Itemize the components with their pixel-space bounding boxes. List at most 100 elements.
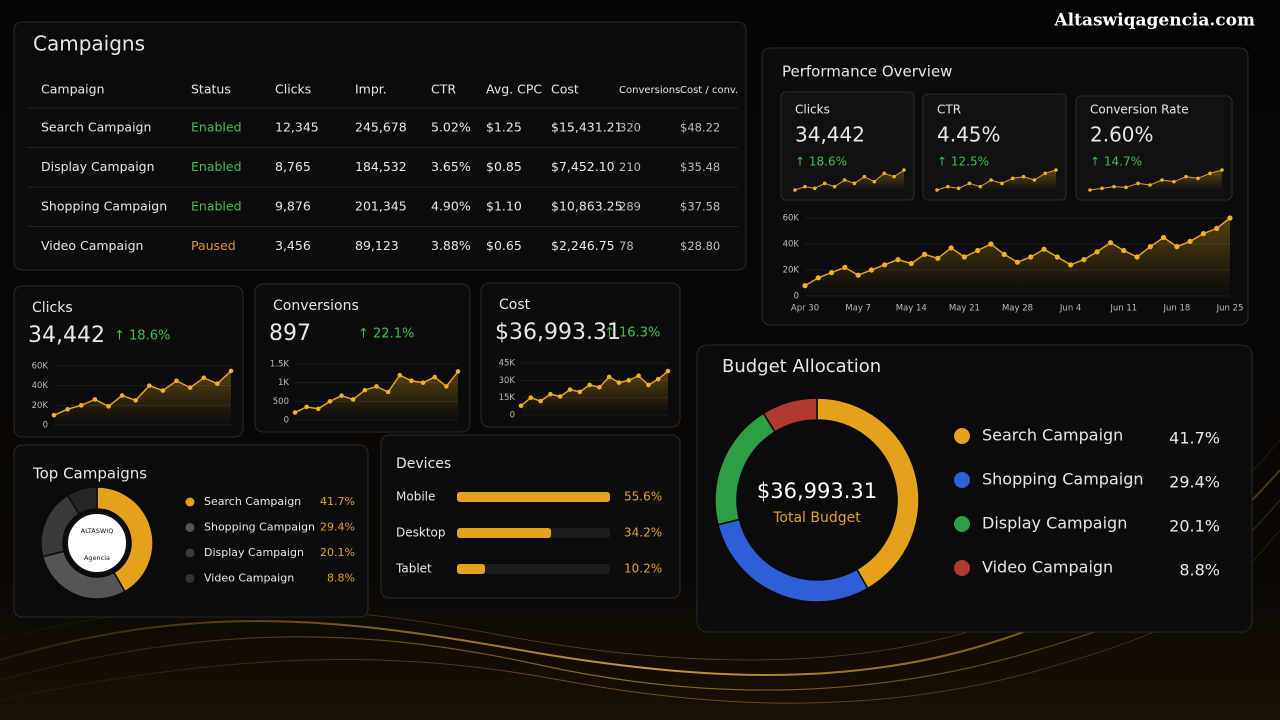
bar-value: 10.2%: [624, 562, 662, 576]
donut-slice: [96, 486, 154, 593]
legend-swatch: [954, 472, 970, 488]
y-tick-label: 20K: [783, 266, 800, 276]
table-cell: $28.80: [680, 239, 720, 253]
kpi-label: Clicks: [795, 103, 830, 117]
point: [51, 412, 57, 418]
point: [577, 389, 583, 395]
table-cell: Paused: [191, 238, 236, 253]
line-area: [521, 371, 668, 415]
point: [606, 374, 612, 380]
point: [975, 247, 981, 254]
legend-label: Search Campaign: [204, 495, 301, 508]
kpi-value: 34,442: [795, 123, 865, 147]
table-cell: 184,532: [355, 159, 407, 174]
table-cell: Shopping Campaign: [41, 199, 167, 214]
column-header: Clicks: [275, 82, 311, 97]
legend-value: 29.4%: [1169, 473, 1220, 492]
line-area: [1090, 170, 1222, 190]
y-tick-label: 0: [794, 292, 799, 302]
point: [362, 387, 368, 393]
line: [936, 169, 1057, 191]
device-label: Desktop: [396, 526, 446, 540]
point: [201, 375, 207, 381]
panel-title: Devices: [396, 456, 451, 472]
point: [616, 380, 622, 385]
point: [455, 369, 461, 374]
point: [852, 181, 857, 186]
table-cell: $0.85: [486, 159, 522, 174]
point: [215, 381, 220, 387]
point: [655, 376, 661, 382]
table-cell: 289: [619, 200, 641, 214]
x-tick-label: May 28: [1002, 304, 1033, 314]
point: [1054, 168, 1058, 172]
table-cell: $1.25: [486, 120, 522, 135]
legend-swatch: [954, 516, 970, 532]
point: [842, 264, 848, 270]
table-cell: 89,123: [355, 238, 399, 253]
x-tick-label: Jun 11: [1109, 304, 1137, 314]
point: [444, 384, 449, 389]
point: [292, 410, 298, 415]
point: [518, 403, 524, 409]
point: [65, 406, 70, 412]
point: [1174, 244, 1180, 250]
point: [1054, 254, 1060, 260]
point: [147, 383, 152, 388]
point: [92, 397, 98, 402]
table-cell: 8,765: [275, 159, 311, 174]
point: [882, 262, 888, 268]
table-cell: 3.88%: [431, 238, 471, 253]
point: [895, 257, 901, 263]
kpi-change: ↑ 16.3%: [604, 326, 660, 341]
line-area: [805, 218, 1230, 296]
point: [567, 387, 573, 392]
point: [967, 181, 972, 186]
point: [882, 171, 886, 176]
point: [228, 368, 234, 374]
point: [548, 391, 553, 397]
logo-text: Agencia: [84, 554, 110, 562]
panel-title: Top Campaigns: [32, 465, 147, 483]
table-cell: 210: [619, 160, 641, 174]
point: [956, 186, 961, 191]
table-cell: $10,863.25: [551, 199, 623, 214]
y-tick-label: 15K: [499, 393, 516, 403]
point: [1032, 178, 1037, 182]
line: [53, 370, 232, 416]
point: [1124, 185, 1128, 190]
point: [1121, 247, 1127, 254]
table-cell: 320: [619, 121, 641, 135]
table-cell: 245,678: [355, 120, 407, 135]
point: [397, 372, 403, 378]
point: [935, 255, 941, 261]
point: [119, 393, 125, 398]
point: [1021, 174, 1026, 179]
table-cell: Enabled: [191, 199, 242, 214]
panel-title: Performance Overview: [782, 63, 952, 81]
kpi-change: ↑ 22.1%: [358, 327, 414, 342]
point: [1043, 171, 1047, 176]
column-header: Impr.: [355, 82, 387, 97]
content: Campaigns Campaign Status Clicks Impr. CTR Avg…: [28, 32, 1243, 603]
table-cell: $35.48: [680, 160, 720, 174]
legend-value: 8.8%: [1179, 561, 1220, 580]
point: [1196, 176, 1200, 181]
donut-slice: [762, 397, 818, 433]
table-cell: $0.65: [486, 238, 522, 253]
point: [1184, 174, 1188, 179]
point: [385, 389, 391, 395]
legend-value: 20.1%: [1169, 517, 1220, 536]
kpi-label: Conversions: [273, 298, 359, 314]
table-cell: 5.02%: [431, 120, 471, 135]
point: [626, 378, 632, 383]
point: [106, 404, 111, 409]
point: [1136, 181, 1140, 186]
point: [327, 399, 333, 404]
table-cell: Enabled: [191, 120, 242, 135]
point: [1227, 215, 1233, 221]
point: [374, 384, 379, 389]
point: [1112, 184, 1116, 189]
legend-label: Video Campaign: [982, 558, 1113, 577]
point: [315, 406, 321, 412]
